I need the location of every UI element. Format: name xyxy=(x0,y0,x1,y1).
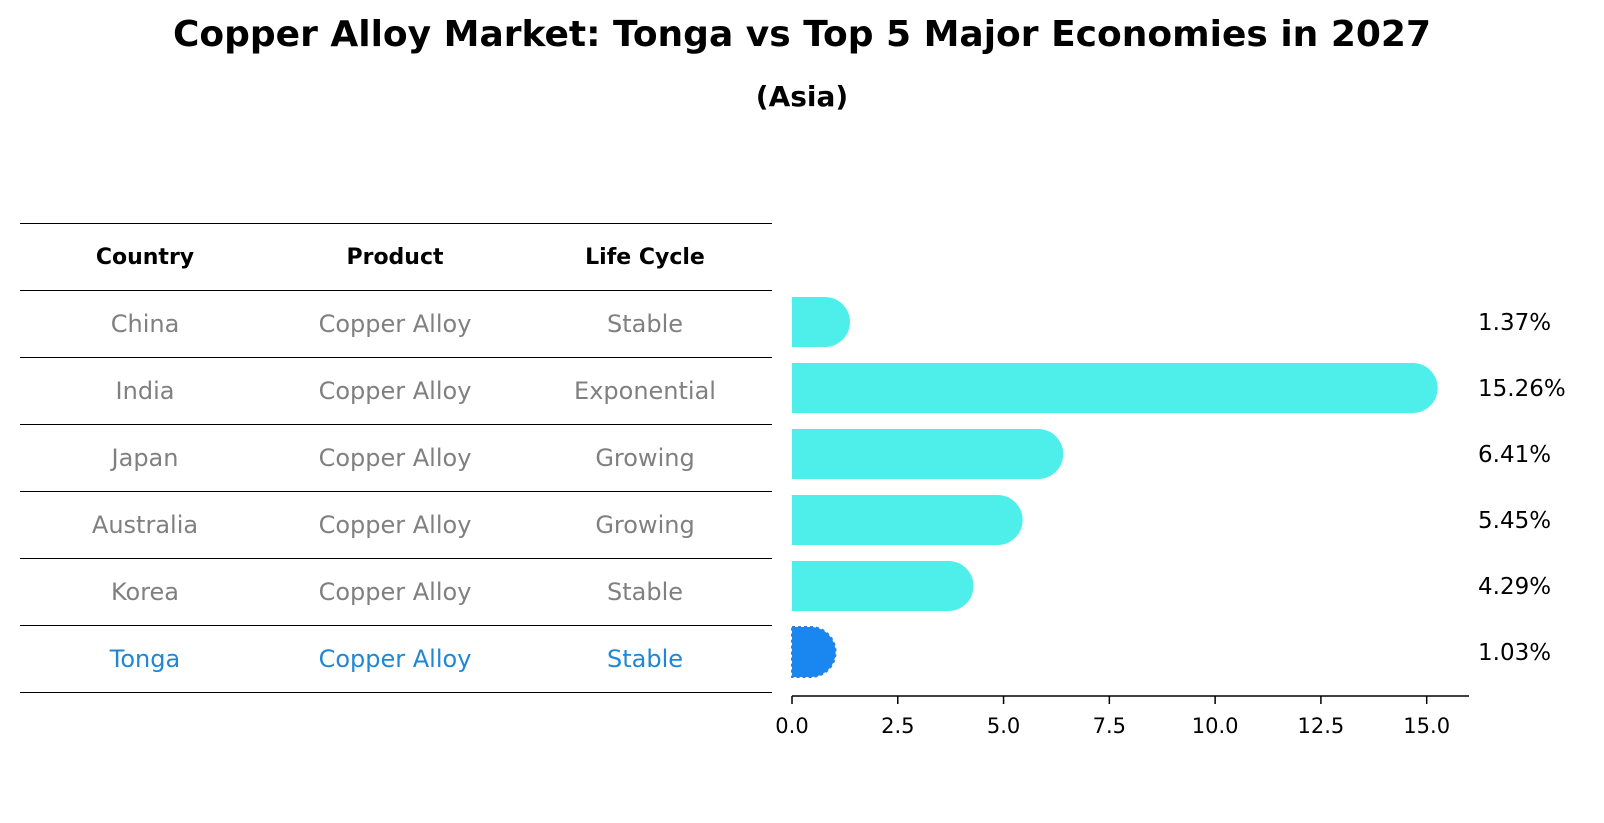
x-tick-label: 10.0 xyxy=(1192,714,1239,738)
cell-country: Tonga xyxy=(109,645,181,673)
bar-japan xyxy=(792,429,1064,479)
cell-life-cycle: Growing xyxy=(595,444,695,472)
bar-china xyxy=(792,297,850,347)
bar-india xyxy=(792,363,1438,413)
cell-life-cycle: Stable xyxy=(606,578,684,606)
value-label: 4.29% xyxy=(1478,574,1551,600)
header-country: Country xyxy=(95,244,195,270)
x-tick-label: 12.5 xyxy=(1298,714,1345,738)
cell-country: India xyxy=(115,377,175,405)
header-life-cycle: Life Cycle xyxy=(585,244,705,270)
value-label: 6.41% xyxy=(1478,442,1551,468)
table-row: Japan Copper Alloy Growing xyxy=(20,425,772,492)
table-row: Korea Copper Alloy Stable xyxy=(20,559,772,626)
chart-title: Copper Alloy Market: Tonga vs Top 5 Majo… xyxy=(172,14,1432,55)
cell-country: Australia xyxy=(91,511,199,539)
table-row: India Copper Alloy Exponential xyxy=(20,358,772,425)
bar-australia xyxy=(792,495,1023,545)
value-label: 15.26% xyxy=(1478,376,1566,402)
cell-country: Korea xyxy=(110,578,180,606)
cell-product: Copper Alloy xyxy=(318,310,472,338)
x-tick-label: 5.0 xyxy=(987,714,1020,738)
cell-country: China xyxy=(110,310,180,338)
value-label: 5.45% xyxy=(1478,508,1551,534)
country-table: Country Product Life Cycle China Copper … xyxy=(20,223,772,693)
x-tick-label: 2.5 xyxy=(881,714,914,738)
cell-country: Japan xyxy=(111,444,179,472)
x-tick-label: 0.0 xyxy=(775,714,808,738)
table-row: China Copper Alloy Stable xyxy=(20,291,772,358)
x-tick-label: 7.5 xyxy=(1093,714,1126,738)
chart-subtitle: (Asia) xyxy=(755,80,849,113)
bar-korea xyxy=(792,561,974,611)
value-label: 1.37% xyxy=(1478,310,1551,336)
cell-product: Copper Alloy xyxy=(318,377,472,405)
cell-product: Copper Alloy xyxy=(318,645,472,673)
table-header-row: Country Product Life Cycle xyxy=(20,223,772,291)
cell-product: Copper Alloy xyxy=(318,578,472,606)
table-row: Australia Copper Alloy Growing xyxy=(20,492,772,559)
cell-product: Copper Alloy xyxy=(318,511,472,539)
value-label: 1.03% xyxy=(1478,640,1551,666)
cell-life-cycle: Growing xyxy=(595,511,695,539)
cell-life-cycle: Stable xyxy=(606,310,684,338)
cell-life-cycle: Stable xyxy=(606,645,684,673)
header-product: Product xyxy=(346,244,444,270)
cell-product: Copper Alloy xyxy=(318,444,472,472)
cell-life-cycle: Exponential xyxy=(574,377,716,405)
bar-tonga xyxy=(791,626,837,678)
table-row-highlight: Tonga Copper Alloy Stable xyxy=(20,626,772,693)
x-tick-label: 15.0 xyxy=(1403,714,1450,738)
